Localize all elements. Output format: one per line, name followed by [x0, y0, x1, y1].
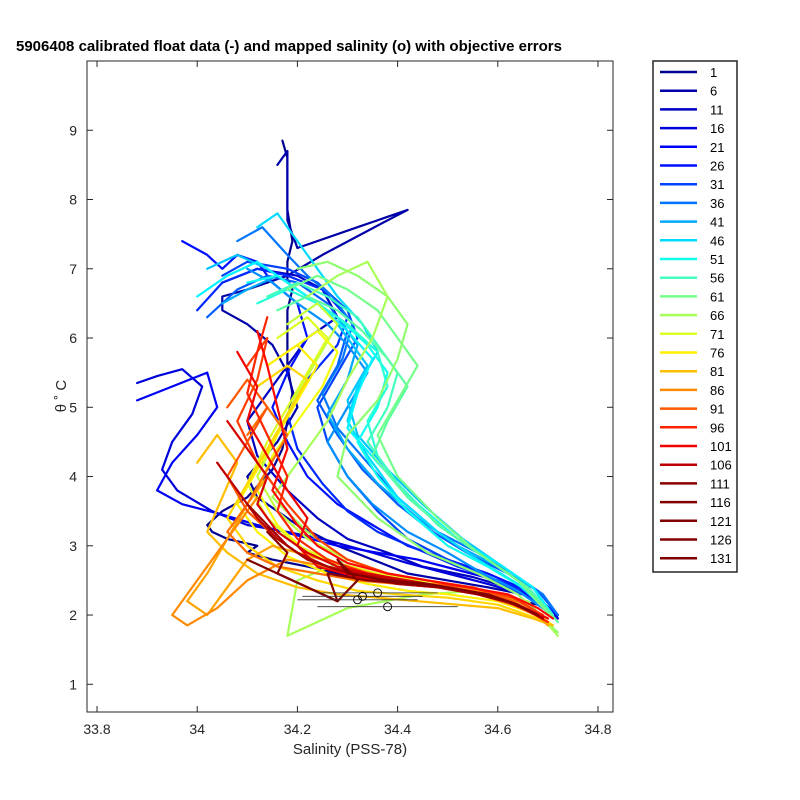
chart-title: 5906408 calibrated float data (-) and ma… — [16, 38, 562, 55]
series-line-25 — [236, 343, 554, 627]
series-line-13 — [256, 212, 549, 613]
y-tick-label-1: 2 — [69, 607, 77, 623]
legend-label-14: 71 — [710, 327, 724, 342]
mapped-points-layer — [297, 588, 458, 612]
series-line-1 — [221, 149, 559, 617]
plot-frame — [86, 60, 614, 713]
legend-label-24: 121 — [710, 514, 732, 529]
legend-label-18: 91 — [710, 402, 724, 417]
series-layer — [136, 139, 559, 637]
x-axis-label: Salinity (PSS-78) — [293, 741, 407, 758]
series-line-34 — [256, 330, 554, 620]
legend-items: 1611162126313641465156616671768186919610… — [660, 65, 732, 566]
legend-label-19: 96 — [710, 420, 724, 435]
legend-label-0: 1 — [710, 65, 717, 80]
y-tick-label-0: 1 — [69, 676, 77, 692]
x-tick-label-3: 34.4 — [384, 721, 411, 737]
series-line-20 — [296, 260, 559, 634]
legend: 1611162126313641465156616671768186919610… — [652, 60, 738, 573]
legend-label-7: 36 — [710, 196, 724, 211]
x-tick-label-5: 34.8 — [584, 721, 611, 737]
legend-label-21: 106 — [710, 458, 732, 473]
mapped-point-1 — [373, 588, 383, 598]
x-axis-ticks: 33.8 34 34.2 34.4 34.6 34.8 — [83, 61, 612, 737]
legend-label-17: 86 — [710, 383, 724, 398]
legend-label-3: 16 — [710, 121, 724, 136]
legend-label-13: 66 — [710, 308, 724, 323]
x-tick-label-1: 34 — [189, 721, 205, 737]
series-line-40 — [246, 558, 539, 617]
mapped-point-3 — [358, 591, 367, 601]
y-tick-label-2: 3 — [69, 538, 77, 554]
legend-label-9: 46 — [710, 233, 724, 248]
y-tick-label-4: 5 — [69, 399, 77, 415]
legend-label-4: 21 — [710, 140, 724, 155]
legend-label-11: 56 — [710, 271, 724, 286]
legend-label-6: 31 — [710, 177, 724, 192]
x-tick-label-0: 33.8 — [83, 721, 110, 737]
series-line-27 — [196, 433, 554, 627]
x-tick-label-4: 34.6 — [484, 721, 511, 737]
series-line-26 — [226, 364, 554, 627]
y-tick-label-7: 8 — [69, 192, 77, 208]
legend-label-12: 61 — [710, 289, 724, 304]
legend-label-2: 11 — [710, 102, 724, 117]
y-axis-label: θ ˚ C — [53, 380, 70, 413]
y-tick-label-5: 6 — [69, 330, 77, 346]
legend-label-8: 41 — [710, 215, 724, 230]
legend-label-16: 81 — [710, 364, 724, 379]
series-line-39 — [266, 530, 539, 617]
legend-label-1: 6 — [710, 84, 717, 99]
series-line-19 — [286, 274, 554, 620]
legend-label-10: 51 — [710, 252, 724, 267]
series-line-14 — [196, 260, 554, 617]
legend-label-25: 126 — [710, 533, 732, 548]
mapped-point-2 — [383, 602, 393, 612]
x-tick-label-2: 34.2 — [284, 721, 311, 737]
legend-label-20: 101 — [710, 439, 732, 454]
legend-label-5: 26 — [710, 159, 724, 174]
y-tick-label-8: 9 — [69, 122, 77, 138]
y-axis-ticks: 1 2 3 4 5 6 7 8 9 — [69, 122, 613, 692]
y-tick-label-3: 4 — [69, 469, 77, 485]
legend-label-15: 76 — [710, 346, 724, 361]
legend-label-23: 116 — [710, 495, 731, 510]
legend-label-26: 131 — [710, 551, 732, 566]
y-tick-label-6: 7 — [69, 261, 77, 277]
legend-label-22: 111 — [710, 476, 730, 491]
